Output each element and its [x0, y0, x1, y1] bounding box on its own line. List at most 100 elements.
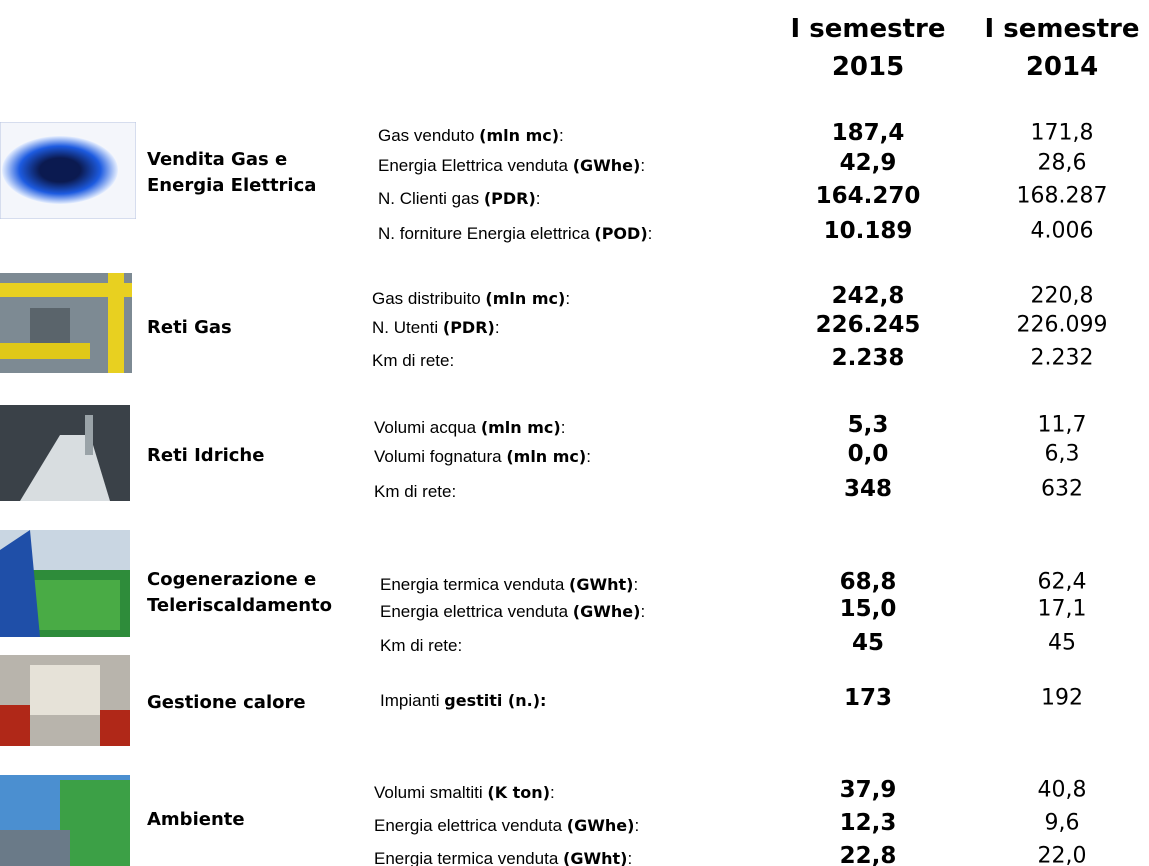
label-end: :	[640, 602, 645, 621]
water-network-photo	[0, 405, 130, 501]
label-end: :	[559, 126, 564, 145]
heat-management-photo	[0, 655, 130, 746]
label-end: :	[565, 289, 570, 308]
label-text: N. Clienti gas	[378, 189, 479, 208]
value-2015: 226.245	[768, 312, 968, 338]
value-2014: 17,1	[962, 597, 1149, 622]
label-bold: (GWhe)	[573, 156, 641, 175]
value-2015: 15,0	[768, 596, 968, 622]
column-header: I semestre	[962, 14, 1149, 44]
label-text: Impianti	[380, 691, 440, 710]
column-header: 2015	[768, 52, 968, 82]
section-title: Reti Idriche	[147, 443, 264, 469]
label-text: Energia elettrica venduta	[374, 816, 562, 835]
label-bold: (mln mc)	[481, 418, 561, 437]
value-2015: 68,8	[768, 569, 968, 595]
section-title: Reti Gas	[147, 315, 232, 341]
label-end: :	[550, 783, 555, 802]
label-bold: (K ton)	[487, 783, 550, 802]
value-2014: 40,8	[962, 778, 1149, 803]
label-text: Volumi smaltiti	[374, 783, 483, 802]
value-2014: 22,0	[962, 844, 1149, 866]
value-2014: 28,6	[962, 151, 1149, 176]
label-text: Energia termica venduta	[374, 849, 558, 866]
label-text: Energia Elettrica venduta	[378, 156, 568, 175]
section-title: Gestione calore	[147, 690, 306, 716]
value-2015: 5,3	[768, 412, 968, 438]
label-bold: (mln mc)	[485, 289, 565, 308]
row-label: N. Utenti (PDR):	[372, 318, 500, 338]
value-2015: 164.270	[768, 183, 968, 209]
value-2015: 12,3	[768, 810, 968, 836]
value-2014: 4.006	[962, 219, 1149, 244]
row-label: Energia elettrica venduta (GWhe):	[380, 602, 645, 622]
value-2015: 348	[768, 476, 968, 502]
row-label: Impianti gestiti (n.):	[380, 691, 546, 711]
value-2014: 6,3	[962, 442, 1149, 467]
label-bold: (PDR)	[484, 189, 536, 208]
row-label: Energia Elettrica venduta (GWhe):	[378, 156, 645, 176]
value-2014: 632	[962, 477, 1149, 502]
value-2015: 42,9	[768, 150, 968, 176]
label-end: :	[561, 418, 566, 437]
label-text: Km di rete:	[380, 636, 462, 655]
page: I semestre 2015 I semestre 2014 Vendita Gas …	[0, 0, 1149, 866]
label-bold: (GWht)	[563, 849, 627, 866]
gas-flame-photo	[0, 122, 136, 219]
label-end: :	[640, 156, 645, 175]
label-text: Volumi fognatura	[374, 447, 502, 466]
row-label: Volumi smaltiti (K ton):	[374, 783, 555, 803]
label-end: :	[536, 189, 541, 208]
section-title-line: Teleriscaldamento	[147, 593, 332, 619]
label-text: Energia elettrica venduta	[380, 602, 568, 621]
label-end: :	[648, 224, 653, 243]
section-title-line: Reti Idriche	[147, 443, 264, 469]
value-2014: 226.099	[962, 313, 1149, 338]
label-end: :	[634, 816, 639, 835]
label-end: :	[495, 318, 500, 337]
row-label: Gas distribuito (mln mc):	[372, 289, 570, 309]
value-2014: 45	[962, 631, 1149, 656]
environment-photo	[0, 775, 130, 866]
value-2015: 45	[768, 630, 968, 656]
value-2015: 10.189	[768, 218, 968, 244]
value-2015: 37,9	[768, 777, 968, 803]
section-title: Ambiente	[147, 807, 245, 833]
label-bold: (GWht)	[569, 575, 633, 594]
value-2014: 168.287	[962, 184, 1149, 209]
section-title-line: Reti Gas	[147, 315, 232, 341]
value-2015: 242,8	[768, 283, 968, 309]
label-text: N. forniture Energia elettrica	[378, 224, 590, 243]
label-bold: (PDR)	[443, 318, 495, 337]
label-bold: (mln mc)	[506, 447, 586, 466]
row-label: Energia termica venduta (GWht):	[374, 849, 632, 866]
value-2015: 2.238	[768, 345, 968, 371]
row-label: N. Clienti gas (PDR):	[378, 189, 541, 209]
row-label: Km di rete:	[374, 482, 456, 502]
row-label: Gas venduto (mln mc):	[378, 126, 564, 146]
label-bold: gestiti (n.):	[444, 691, 546, 710]
value-2014: 11,7	[962, 413, 1149, 438]
label-bold: (GWhe)	[567, 816, 635, 835]
label-end: :	[627, 849, 632, 866]
label-bold: (mln mc)	[479, 126, 559, 145]
section-title-line: Gestione calore	[147, 690, 306, 716]
label-text: Km di rete:	[372, 351, 454, 370]
row-label: N. forniture Energia elettrica (POD):	[378, 224, 652, 244]
column-header: 2014	[962, 52, 1149, 82]
value-2014: 2.232	[962, 346, 1149, 371]
column-header: I semestre	[768, 14, 968, 44]
value-2014: 9,6	[962, 811, 1149, 836]
label-text: Km di rete:	[374, 482, 456, 501]
value-2015: 187,4	[768, 120, 968, 146]
value-2015: 0,0	[768, 441, 968, 467]
value-2014: 220,8	[962, 284, 1149, 309]
row-label: Volumi fognatura (mln mc):	[374, 447, 591, 467]
label-text: Gas venduto	[378, 126, 474, 145]
section-title-line: Cogenerazione e	[147, 567, 332, 593]
label-bold: (GWhe)	[573, 602, 641, 621]
row-label: Km di rete:	[372, 351, 454, 371]
label-text: Energia termica venduta	[380, 575, 564, 594]
